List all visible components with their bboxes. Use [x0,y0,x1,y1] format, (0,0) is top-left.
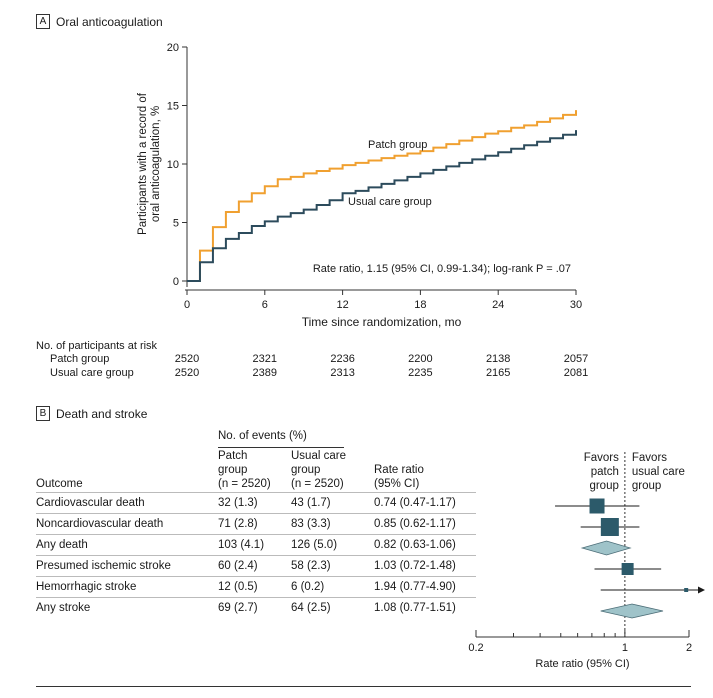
at-risk-value: 2321 [252,353,278,365]
at-risk-value: 2235 [408,367,433,379]
forest-point [600,518,619,536]
x-axis-label: Time since randomization, mo [302,315,462,329]
chart-annotation: Rate ratio, 1.15 (95% CI, 0.99-1.34); lo… [313,263,571,275]
favors-usual-care-label: group [632,480,661,492]
row-rate-ratio: 0.74 (0.47-1.17) [374,497,456,509]
table-row: Cardiovascular death 32 (1.3) 43 (1.7) 0… [36,492,476,513]
panel-b-letter: B [36,406,50,421]
panel-a-letter: A [36,14,50,29]
series-label-patch: Patch group [368,139,427,151]
at-risk-value: 2057 [563,353,589,365]
row-rate-ratio: 0.82 (0.63-1.06) [374,539,456,551]
row-patch: 12 (0.5) [218,581,258,593]
row-usual: 64 (2.5) [291,602,331,614]
forest-point [621,563,634,575]
row-usual: 126 (5.0) [291,539,338,551]
bottom-rule [36,686,691,687]
at-risk-value: 2081 [563,367,589,379]
y-tick-label: 10 [167,159,179,171]
row-usual: 58 (2.3) [291,560,331,572]
x-tick-label: 30 [570,299,582,311]
panel-b-header: B Death and stroke [36,406,147,421]
km-chart: 0 5 10 15 20 0 6 12 18 24 30 Time since randomizati… [137,42,582,329]
at-risk-value: 2389 [252,367,278,379]
row-patch: 32 (1.3) [218,497,258,509]
row-rate-ratio: 1.03 (0.72-1.48) [374,560,456,572]
forest-tick-label: 1 [622,642,628,654]
table-row: Noncardiovascular death 71 (2.8) 83 (3.3… [36,513,476,534]
col-header-rate-ratio: Rate ratio (95% CI) [374,464,424,490]
row-patch: 69 (2.7) [218,602,258,614]
row-usual: 6 (0.2) [291,581,325,593]
panel-a-header: A Oral anticoagulation [36,14,163,29]
favors-patch-label: patch [591,466,619,478]
series-label-usual-care: Usual care group [348,196,432,208]
y-tick-label: 15 [167,101,179,113]
y-tick-label: 5 [173,218,179,230]
panel-b-title: Death and stroke [56,406,148,421]
at-risk-value: 2236 [330,353,355,365]
forest-plot: Favors patch group Favors usual care group 0.2… [468,452,705,670]
row-rate-ratio: 1.08 (0.77-1.51) [374,602,456,614]
at-risk-value: 2520 [174,353,200,365]
forest-tick-label: 0.2 [468,642,483,654]
at-risk-value: 2313 [330,367,355,379]
row-outcome: Noncardiovascular death [36,518,164,530]
x-tick-label: 12 [336,299,348,311]
favors-usual-care-label: usual care [632,466,685,478]
x-tick-label: 0 [184,299,190,311]
table-row: Hemorrhagic stroke 12 (0.5) 6 (0.2) 1.94… [36,576,476,597]
x-tick-label: 24 [492,299,504,311]
favors-patch-label: group [589,480,618,492]
forest-tick-label: 2 [686,642,692,654]
favors-patch-label: Favors [584,452,619,464]
at-risk-label-patch: Patch group [50,353,110,365]
at-risk-value: 2200 [408,353,433,365]
row-patch: 103 (4.1) [218,539,265,551]
col-header-usual: Usual care group (n = 2520) [291,450,346,490]
events-header-rule [218,447,344,448]
series-line-usual-care [187,130,577,282]
y-tick-label: 0 [173,276,179,288]
forest-point [684,588,689,592]
forest-diamond [580,540,632,556]
row-usual: 43 (1.7) [291,497,331,509]
row-patch: 71 (2.8) [218,518,258,530]
panel-a-title: Oral anticoagulation [56,14,163,29]
row-outcome: Hemorrhagic stroke [36,581,137,593]
row-outcome: Any stroke [36,602,91,614]
col-header-outcome: Outcome [36,478,83,490]
x-tick-label: 6 [262,299,268,311]
at-risk-value: 2520 [174,367,200,379]
row-outcome: Cardiovascular death [36,497,145,509]
y-axis-label: Participants with a record oforal antico… [137,92,162,235]
y-tick-label: 20 [167,42,179,54]
at-risk-value: 2165 [485,367,511,379]
row-rate-ratio: 0.85 (0.62-1.17) [374,518,456,530]
at-risk-label-usual: Usual care group [50,367,134,379]
forest-ci-arrow [698,586,705,594]
events-header: No. of events (%) [218,430,307,442]
series-line-patch [187,110,577,282]
favors-usual-care-label: Favors [632,452,667,464]
x-tick-label: 18 [414,299,426,311]
table-row: Presumed ischemic stroke 60 (2.4) 58 (2.… [36,555,476,576]
at-risk-title: No. of participants at risk [36,340,158,352]
forest-diamond [600,603,664,619]
forest-point [589,498,605,514]
row-rate-ratio: 1.94 (0.77-4.90) [374,581,456,593]
forest-x-label: Rate ratio (95% CI) [535,658,629,670]
row-usual: 83 (3.3) [291,518,331,530]
row-outcome: Presumed ischemic stroke [36,560,171,572]
row-outcome: Any death [36,539,88,551]
table-row: Any stroke 69 (2.7) 64 (2.5) 1.08 (0.77-… [36,597,476,618]
table-row: Any death 103 (4.1) 126 (5.0) 0.82 (0.63… [36,534,476,555]
col-header-patch: Patch group (n = 2520) [218,450,271,490]
at-risk-value: 2138 [485,353,511,365]
row-patch: 60 (2.4) [218,560,258,572]
